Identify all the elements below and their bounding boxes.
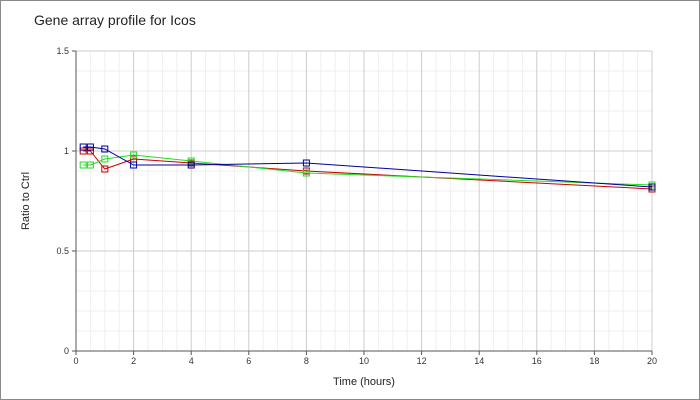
series-2-point — [302, 169, 310, 177]
series-1-line — [83, 150, 653, 190]
series-2-point — [79, 161, 87, 169]
y-tick-label: 0 — [64, 346, 69, 356]
series-3-point — [86, 143, 94, 151]
x-axis-label: Time (hours) — [333, 376, 395, 388]
x-tick-label: 12 — [417, 356, 427, 366]
y-tick-label: 0.5 — [56, 246, 69, 256]
x-tick-label: 8 — [304, 356, 309, 366]
series-3-point — [130, 161, 138, 169]
series-1-point — [101, 165, 109, 173]
y-tick-label: 1 — [64, 146, 69, 156]
x-tick-label: 10 — [359, 356, 369, 366]
minor-gridlines — [76, 51, 652, 351]
major-gridlines — [76, 50, 653, 351]
series-3-point — [648, 183, 656, 191]
series-3-point — [101, 145, 109, 153]
chart-title: Gene array profile for Icos — [34, 12, 196, 28]
series-3-line — [83, 146, 653, 188]
series-3-point — [187, 161, 195, 169]
x-tick-label: 6 — [246, 356, 251, 366]
x-tick-label: 20 — [647, 356, 657, 366]
series-3-point — [302, 159, 310, 167]
series-2-point — [130, 151, 138, 159]
tick-labels: 0 2 4 6 8 10 12 14 16 18 20 0 0.5 1 1.5 — [56, 46, 657, 366]
series-2-point — [187, 157, 195, 165]
series-3 — [79, 143, 656, 191]
series-2 — [79, 151, 656, 189]
x-tick-label: 14 — [474, 356, 484, 366]
series-2-point — [101, 155, 109, 163]
x-tick-label: 0 — [73, 356, 78, 366]
y-axis-label: Ratio to Ctrl — [20, 172, 32, 230]
series-1-point — [79, 147, 87, 155]
series-1-point — [86, 147, 94, 155]
series-layer — [79, 143, 656, 193]
series-2-point — [86, 161, 94, 169]
series-1 — [79, 147, 656, 193]
x-tick-label: 2 — [131, 356, 136, 366]
series-3-point — [79, 143, 87, 151]
series-2-line — [83, 154, 653, 186]
axes — [72, 50, 653, 355]
x-tick-label: 4 — [189, 356, 194, 366]
x-tick-label: 16 — [532, 356, 542, 366]
y-tick-label: 1.5 — [56, 46, 69, 56]
x-tick-label: 18 — [589, 356, 599, 366]
